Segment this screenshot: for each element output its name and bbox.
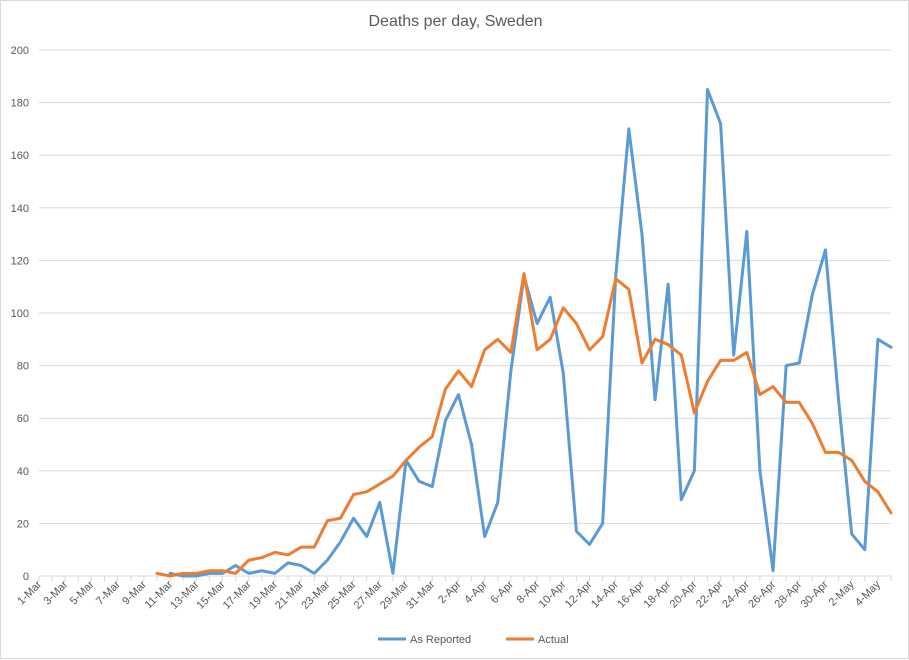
x-tick-label: 18-Apr: [641, 578, 673, 610]
x-tick-label: 2-May: [827, 578, 857, 608]
x-tick-label: 22-Apr: [694, 578, 726, 610]
y-tick-label: 140: [11, 203, 29, 215]
legend-label-as-reported: As Reported: [410, 634, 471, 646]
x-tick-label: 12-Apr: [563, 578, 595, 610]
x-tick-label: 6-Apr: [488, 578, 516, 606]
x-tick-label: 28-Apr: [773, 578, 805, 610]
x-tick-label: 5-Mar: [68, 578, 97, 607]
legend-label-actual: Actual: [538, 634, 569, 646]
x-tick-label: 7-Mar: [94, 578, 123, 607]
y-tick-label: 0: [23, 571, 29, 583]
y-tick-label: 180: [11, 98, 29, 110]
series-line-as-reported: [168, 87, 893, 578]
x-tick-label: 20-Apr: [668, 578, 700, 610]
x-tick-label: 30-Apr: [799, 578, 831, 610]
x-tick-label: 14-Apr: [589, 578, 621, 610]
x-tick-label: 3-Mar: [42, 578, 71, 607]
x-tick-label: 16-Apr: [615, 578, 647, 610]
x-tick-label: 10-Apr: [537, 578, 569, 610]
x-tick-label: 24-Apr: [720, 578, 752, 610]
x-tick-label: 1-Mar: [15, 578, 44, 607]
chart-title: Deaths per day, Sweden: [368, 13, 543, 30]
y-tick-label: 20: [17, 518, 29, 530]
x-tick-label: 4-Apr: [462, 578, 490, 606]
y-tick-label: 80: [17, 361, 29, 373]
x-tick-label: 31-Mar: [404, 578, 437, 611]
y-tick-label: 160: [11, 150, 29, 162]
x-tick-label: 2-Apr: [436, 578, 464, 606]
series-line-actual: [155, 272, 893, 578]
x-tick-label: 4-May: [853, 578, 883, 608]
y-tick-label: 60: [17, 413, 29, 425]
y-tick-label: 40: [17, 466, 29, 478]
x-tick-label: 26-Apr: [746, 578, 778, 610]
y-tick-label: 120: [11, 255, 29, 267]
y-tick-label: 100: [11, 308, 29, 320]
y-tick-label: 200: [11, 45, 29, 57]
